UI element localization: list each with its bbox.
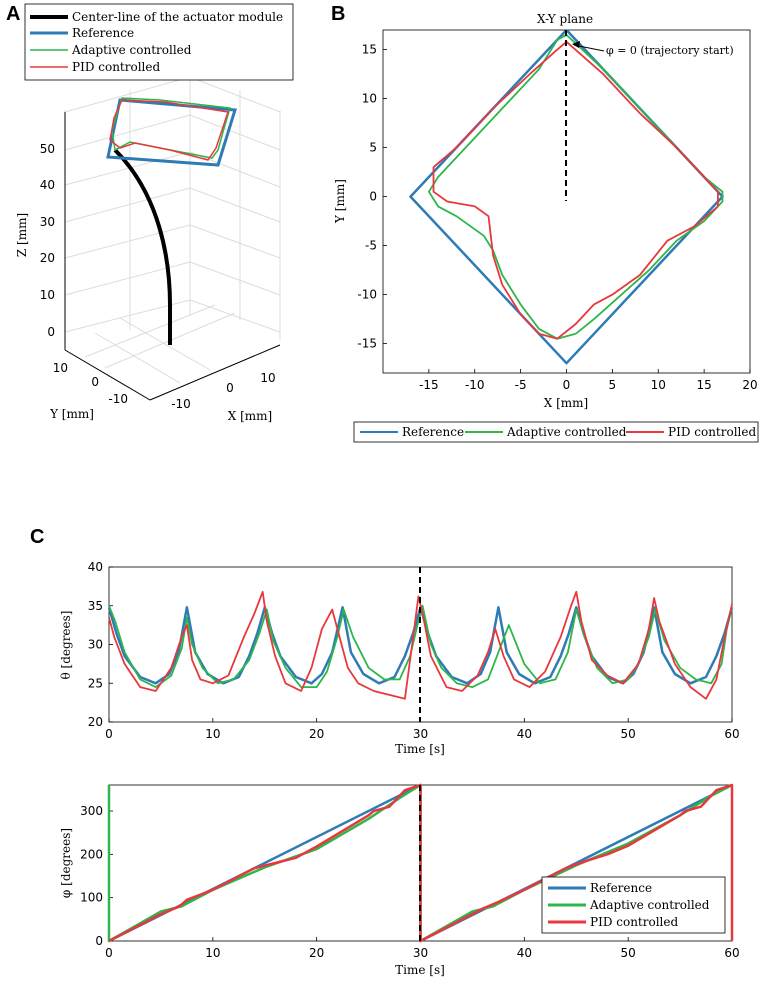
phi-x-tick-label: 60 <box>724 946 739 960</box>
xy-y-tick-label: -10 <box>357 288 377 302</box>
z-tick: 20 <box>40 251 55 265</box>
x-axis-label: X [mm] <box>228 409 272 423</box>
xy-x-tick-label: -10 <box>465 378 485 392</box>
xy-x-tick-label: 15 <box>696 378 711 392</box>
theta-x-tick-label: 30 <box>413 727 428 741</box>
panel-a-3d-plot: 0 10 20 30 40 50 Z [mm] 10 0 -10 Y [mm] … <box>15 3 294 423</box>
theta-y-tick-label: 30 <box>88 638 103 652</box>
phi-y-tick-label: 100 <box>80 891 103 905</box>
z-axis-label: Z [mm] <box>15 213 29 257</box>
theta-x-axis-label: Time [s] <box>395 742 445 756</box>
panel-c-theta-plot: 0 10 20 30 40 50 60 40 35 30 25 20 Time [s] θ [degr… <box>59 560 740 756</box>
xy-x-tick-label: 5 <box>609 378 617 392</box>
phi-y-tick-label: 300 <box>80 804 103 818</box>
theta-series-pid-controlled <box>108 590 733 700</box>
3d-axes-edges <box>64 112 281 401</box>
xy-ticks: -15 -10 -5 0 5 10 15 20 15 10 5 0 -5 -10 -15 <box>357 43 757 392</box>
xy-y-tick-label: -15 <box>357 337 377 351</box>
phi-x-tick-label: 10 <box>205 946 220 960</box>
theta-x-tick-label: 20 <box>309 727 324 741</box>
phi-ticks: 0 10 20 30 40 50 60 300 200 100 0 <box>80 804 740 960</box>
legend-label-reference: Reference <box>72 26 134 40</box>
theta-x-tick-label: 50 <box>621 727 636 741</box>
xy-x-tick-label: -5 <box>515 378 527 392</box>
theta-x-tick-label: 40 <box>517 727 532 741</box>
legend-c: Reference Adaptive controlled PID contro… <box>541 876 726 934</box>
theta-y-axis-label: θ [degrees] <box>59 611 73 680</box>
xy-y-tick-label: 15 <box>362 43 377 57</box>
phi-y-tick-label: 200 <box>80 847 103 861</box>
z-tick: 10 <box>40 288 55 302</box>
3d-grid <box>64 75 281 401</box>
xy-plot-area <box>382 29 751 374</box>
legend-label-pid: PID controlled <box>72 60 160 74</box>
theta-y-tick-label: 25 <box>88 676 103 690</box>
xy-x-tick-label: -15 <box>419 378 439 392</box>
z-tick: 30 <box>40 215 55 229</box>
annotation-trajectory-start: φ = 0 (trajectory start) <box>606 44 734 57</box>
legend-label-pid: PID controlled <box>590 915 678 929</box>
theta-y-tick-label: 40 <box>88 560 103 574</box>
xy-x-tick-label: 20 <box>742 378 757 392</box>
xy-x-axis-label: X [mm] <box>544 396 588 410</box>
legend-label-adaptive: Adaptive controlled <box>589 898 710 912</box>
z-tick: 40 <box>40 178 55 192</box>
legend-label-adaptive: Adaptive controlled <box>71 43 192 57</box>
phi-y-tick-label: 0 <box>95 934 103 948</box>
theta-x-tick-label: 0 <box>105 727 113 741</box>
xy-y-tick-label: 10 <box>362 92 377 106</box>
xy-y-tick-label: 5 <box>369 141 377 155</box>
phi-x-tick-label: 30 <box>413 946 428 960</box>
phi-y-axis-label: φ [degrees] <box>59 828 73 898</box>
phi-x-axis-label: Time [s] <box>395 963 445 977</box>
theta-x-tick-label: 60 <box>724 727 739 741</box>
legend-label-reference: Reference <box>402 425 464 439</box>
x-tick: -10 <box>171 397 191 411</box>
xy-y-axis-label: Y [mm] <box>333 179 347 224</box>
panel-label-a: A <box>6 3 20 25</box>
x-tick: 0 <box>226 381 234 395</box>
phi-x-tick-label: 50 <box>621 946 636 960</box>
legend-a: Center-line of the actuator module Refer… <box>24 3 294 81</box>
y-axis-label: Y [mm] <box>49 407 94 421</box>
xy-title: X-Y plane <box>537 12 593 26</box>
xy-x-tick-label: 0 <box>563 378 571 392</box>
legend-b: Reference Adaptive controlled PID contro… <box>353 421 759 443</box>
y-tick: 0 <box>91 375 99 389</box>
pid-trajectory-3d <box>109 99 229 161</box>
theta-ticks: 0 10 20 30 40 50 60 40 35 30 25 20 <box>88 560 740 741</box>
xy-series-adaptive-controlled <box>428 34 724 340</box>
phi-x-tick-label: 20 <box>309 946 324 960</box>
panel-label-c: C <box>30 526 44 548</box>
centerline-curve <box>113 148 172 345</box>
legend-label-centerline: Center-line of the actuator module <box>72 10 283 24</box>
panel-c-phi-plot: 0 10 20 30 40 50 60 300 200 100 0 Time [s] φ [degr… <box>59 783 740 977</box>
annotation-arrowhead <box>572 41 580 48</box>
phi-x-tick-label: 40 <box>517 946 532 960</box>
x-tick: 10 <box>260 371 275 385</box>
theta-x-tick-label: 10 <box>205 727 220 741</box>
xy-y-tick-label: 0 <box>369 190 377 204</box>
panel-b-xy-plot: X-Y plane -15 -10 -5 0 5 10 15 20151050-5-10-15… <box>333 12 759 443</box>
legend-label-adaptive: Adaptive controlled <box>506 425 627 439</box>
theta-y-tick-label: 35 <box>88 599 103 613</box>
xy-series-pid-controlled <box>432 41 719 340</box>
legend-label-reference: Reference <box>590 881 652 895</box>
xy-y-tick-label: -5 <box>365 239 377 253</box>
panel-label-b: B <box>331 3 345 25</box>
xy-series <box>409 29 724 365</box>
y-tick: -10 <box>108 392 128 406</box>
z-tick: 50 <box>40 142 55 156</box>
xy-x-tick-label: 10 <box>651 378 666 392</box>
phi-x-tick-label: 0 <box>105 946 113 960</box>
theta-y-tick-label: 20 <box>88 715 103 729</box>
legend-label-pid: PID controlled <box>668 425 756 439</box>
y-tick: 10 <box>53 361 68 375</box>
z-tick: 0 <box>47 325 55 339</box>
